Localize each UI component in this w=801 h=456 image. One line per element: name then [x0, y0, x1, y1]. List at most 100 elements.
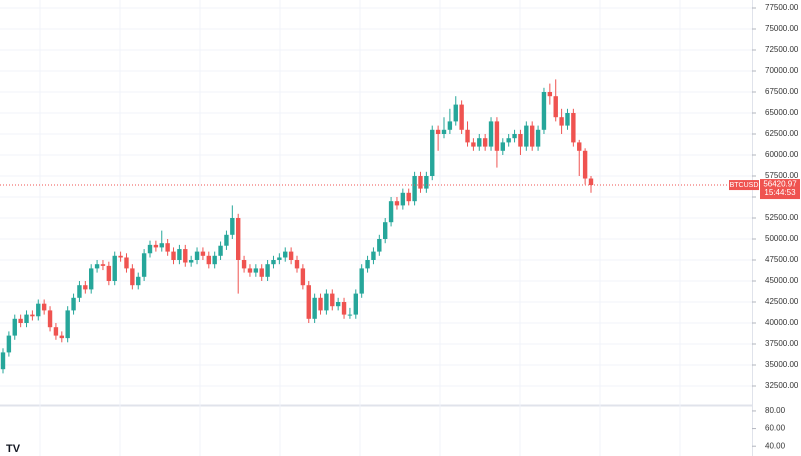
candle-body: [218, 245, 223, 256]
candle-body: [312, 297, 317, 319]
candle-body: [253, 268, 259, 273]
candle-body: [383, 222, 388, 239]
candle-body: [553, 96, 558, 118]
indicator-y-tick-label: 40.00: [765, 441, 786, 450]
candle-body: [288, 251, 294, 260]
candle-body: [318, 297, 323, 311]
y-tick-label: 42500.00: [765, 297, 799, 306]
candle-body: [588, 178, 594, 186]
candle-body: [435, 129, 441, 134]
candle-body: [453, 104, 458, 122]
candle-body: [65, 310, 70, 339]
y-tick-label: 77500.00: [765, 3, 799, 12]
candle-body: [141, 253, 147, 277]
candle-body: [541, 91, 547, 130]
candle-body: [30, 314, 35, 317]
tv-logo: TV: [6, 443, 21, 455]
y-tick-label: 57500.00: [765, 171, 799, 180]
logo: TV: [6, 443, 21, 455]
y-tick-label: 70000.00: [765, 66, 799, 75]
candle-body: [300, 268, 306, 286]
candle-body: [6, 335, 12, 353]
candle-body: [330, 293, 335, 307]
price-box: [760, 179, 800, 200]
candle-body: [165, 243, 170, 252]
candle-body: [147, 244, 153, 254]
y-tick-label: 35000.00: [765, 360, 799, 369]
candle-body: [306, 285, 311, 319]
y-tick-label: 62500.00: [765, 129, 799, 138]
candle-body: [377, 238, 382, 252]
last-price-label: 56420.97: [763, 180, 797, 189]
candle-body: [430, 129, 435, 176]
candle-body: [212, 255, 217, 265]
candle-body: [535, 129, 541, 147]
candle-body: [565, 112, 570, 126]
y-tick-label: 40000.00: [765, 318, 799, 327]
y-tick-label: 60000.00: [765, 150, 799, 159]
candle-body: [394, 201, 400, 206]
candle-body: [559, 117, 564, 126]
candle-body: [406, 192, 411, 202]
y-tick-label: 75000.00: [765, 24, 799, 33]
candle-body: [41, 303, 47, 311]
candle-body: [47, 310, 53, 328]
candle-body: [518, 133, 523, 147]
y-tick-label: 72500.00: [765, 45, 799, 54]
candle-body: [247, 268, 253, 273]
candle-body: [441, 129, 447, 134]
candle-body: [524, 125, 529, 147]
candle-body: [271, 259, 276, 265]
candle-body: [118, 255, 123, 258]
candle-body: [153, 244, 159, 248]
candle-body: [94, 264, 100, 269]
candle-body: [0, 352, 6, 370]
candle-body: [424, 175, 429, 189]
candle-body: [477, 138, 482, 147]
candle-body: [265, 264, 270, 277]
candle-body: [112, 255, 117, 281]
candle-body: [471, 142, 476, 147]
candle-body: [12, 318, 17, 336]
candle-body: [100, 264, 106, 266]
candle-body: [106, 265, 112, 281]
candle-body: [241, 259, 247, 269]
candle-body: [59, 335, 64, 339]
candle-body: [136, 276, 141, 286]
candle-body: [530, 125, 535, 147]
candle-body: [83, 285, 88, 290]
candle-body: [571, 112, 576, 143]
candle-body: [488, 121, 494, 147]
y-tick-label: 45000.00: [765, 276, 799, 285]
candle-body: [400, 192, 406, 206]
candle-body: [200, 251, 206, 256]
candle-body: [89, 268, 94, 290]
candle-body: [341, 301, 347, 315]
candle-body: [171, 251, 176, 260]
candle-body: [359, 268, 364, 294]
candle-body: [18, 318, 23, 323]
candle-body: [447, 121, 453, 130]
candle-body: [36, 303, 41, 317]
candle-body: [412, 175, 417, 202]
symbol-box: [729, 180, 759, 191]
candle-body: [582, 150, 588, 179]
candle-body: [283, 251, 288, 258]
indicator-y-tick-label: 80.00: [765, 406, 786, 415]
y-tick-label: 67500.00: [765, 87, 799, 96]
candle-body: [183, 249, 188, 263]
candle-body: [388, 201, 394, 223]
candle-body: [230, 217, 235, 235]
candle-body: [353, 293, 358, 315]
candle-body: [512, 133, 517, 139]
candle-body: [418, 175, 423, 189]
candle-body: [77, 285, 82, 298]
timer-label: 15:44:53: [764, 188, 796, 197]
candle-body: [482, 138, 488, 147]
indicator-y-tick-label: 60.00: [765, 424, 786, 433]
candle-body: [277, 257, 282, 260]
candle-body: [130, 268, 135, 286]
candle-body: [459, 104, 464, 130]
y-tick-label: 65000.00: [765, 108, 799, 117]
